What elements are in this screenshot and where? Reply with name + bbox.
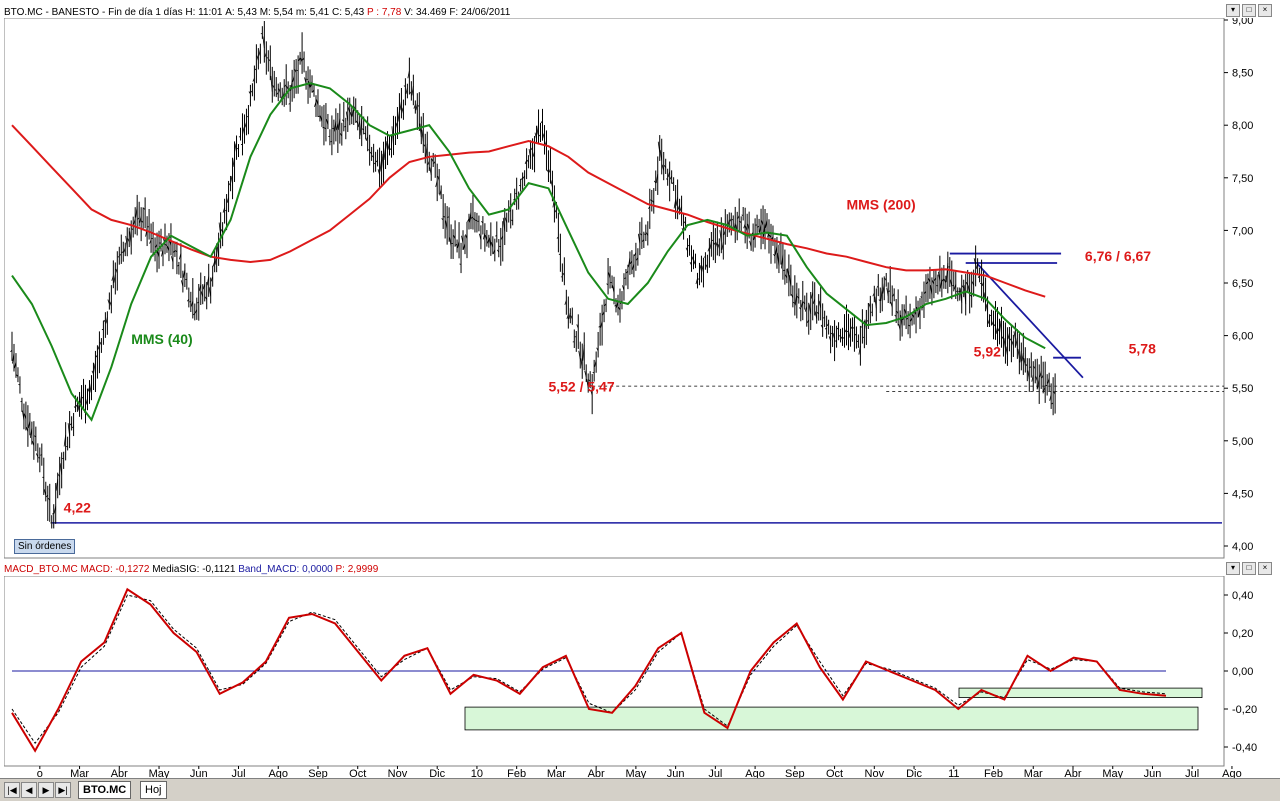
x-tick-label: Jul xyxy=(708,768,722,778)
x-tick-label: May xyxy=(1102,768,1123,778)
macd-name-label: MACD_BTO.MC xyxy=(4,564,78,575)
symbol-label: BTO.MC - BANESTO xyxy=(4,7,99,18)
annotation-mms200: MMS (200) xyxy=(846,196,915,212)
price-y-tick-label: 4,50 xyxy=(1232,488,1253,500)
macd-panel-header: MACD_BTO.MC MACD: -0,1272 MediaSIG: -0,1… xyxy=(4,562,378,576)
close-icon[interactable]: × xyxy=(1258,562,1272,575)
x-tick-label: Abr xyxy=(1064,768,1081,778)
macd-chart: 0,40 0,20 0,00 -0,20 -0,40 o Mar Abr May Jun Jul Ag… xyxy=(4,576,1276,778)
price-y-tick-label: 4,00 xyxy=(1232,541,1253,553)
x-tick-label: Jun xyxy=(1144,768,1162,778)
price-bar-tick xyxy=(328,136,330,137)
x-tick-label: Mar xyxy=(1024,768,1043,778)
price-y-tick-label: 7,00 xyxy=(1232,225,1253,237)
price-y-tick-label: 8,50 xyxy=(1232,68,1253,80)
sheet-navigation: |◀ ◀ ▶ ▶| xyxy=(4,782,71,798)
price-chart: 9,00 8,50 8,00 7,50 7,00 6,50 6,00 5,50 5,00 4,50… xyxy=(4,18,1276,560)
price-panel-header: BTO.MC - BANESTO - Fin de día 1 días H: … xyxy=(4,5,510,19)
price-y-tick-label: 8,00 xyxy=(1232,120,1253,132)
macd-y-tick-label: -0,20 xyxy=(1232,704,1257,716)
minimize-icon[interactable]: ▾ xyxy=(1226,562,1240,575)
price-bar-tick xyxy=(688,245,690,246)
max-label: M: 5,54 xyxy=(260,7,293,18)
x-tick-label: Feb xyxy=(507,768,526,778)
x-tick-label: Sep xyxy=(785,768,805,778)
close-label: C: 5,43 xyxy=(332,7,364,18)
last-sheet-icon[interactable]: ▶| xyxy=(55,782,71,798)
perf-label: P : 7,78 xyxy=(367,7,401,18)
macd-y-tick-label: 0,40 xyxy=(1232,590,1253,602)
x-tick-label: Jul xyxy=(231,768,245,778)
x-tick-label: Oct xyxy=(349,768,366,778)
price-panel-window-buttons: ▾ □ × xyxy=(1226,4,1272,17)
price-bar-tick xyxy=(956,291,958,292)
macd-y-tick-label: -0,40 xyxy=(1232,742,1257,754)
x-tick-label: May xyxy=(149,768,170,778)
open-label: A: 5,43 xyxy=(225,7,257,18)
macd-panel-window-buttons: ▾ □ × xyxy=(1226,562,1272,575)
x-tick-label: Jul xyxy=(1185,768,1199,778)
x-tick-label: Oct xyxy=(826,768,843,778)
x-tick-label: Abr xyxy=(111,768,128,778)
x-tick-label: Ago xyxy=(1222,768,1242,778)
maximize-icon[interactable]: □ xyxy=(1242,4,1256,17)
x-tick-label: Jun xyxy=(190,768,208,778)
x-tick-label: Dic xyxy=(429,768,445,778)
x-tick-label: Feb xyxy=(984,768,1003,778)
x-tick-label: Dic xyxy=(906,768,922,778)
price-bar-tick xyxy=(712,240,714,241)
price-y-tick-label: 5,00 xyxy=(1232,436,1253,448)
x-tick-label: Abr xyxy=(588,768,605,778)
annotation-578: 5,78 xyxy=(1129,340,1156,356)
macd-y-tick-label: 0,20 xyxy=(1232,628,1253,640)
tab-bto-mc[interactable]: BTO.MC xyxy=(78,781,131,799)
x-tick-label: 11 xyxy=(948,768,959,778)
macd-perf-label: P: 2,9999 xyxy=(335,564,378,575)
price-y-tick-label: 5,50 xyxy=(1232,383,1253,395)
annotation-592: 5,92 xyxy=(974,344,1001,360)
x-tick-label: Jun xyxy=(667,768,685,778)
price-y-tick-label: 7,50 xyxy=(1232,173,1253,185)
price-bar-tick xyxy=(495,236,497,237)
date-label: F: 24/06/2011 xyxy=(449,7,510,18)
volume-label: V: 34.469 xyxy=(404,7,446,18)
x-tick-label: Mar xyxy=(547,768,566,778)
min-label: m: 5,41 xyxy=(296,7,329,18)
maximize-icon[interactable]: □ xyxy=(1242,562,1256,575)
macd-y-tick-label: 0,00 xyxy=(1232,666,1253,678)
x-tick-label: Mar xyxy=(70,768,89,778)
x-tick-label: 10 xyxy=(471,768,483,778)
annotation-676-667: 6,76 / 6,67 xyxy=(1085,248,1151,264)
first-sheet-icon[interactable]: |◀ xyxy=(4,782,20,798)
price-y-tick-label: 6,50 xyxy=(1232,278,1253,290)
x-tick-label: Nov xyxy=(865,768,885,778)
tab-hoja[interactable]: Hoj xyxy=(140,781,167,799)
price-bar-tick xyxy=(318,116,320,117)
prev-sheet-icon[interactable]: ◀ xyxy=(21,782,37,798)
period-label: Fin de día 1 días xyxy=(108,7,183,18)
x-tick-label: Ago xyxy=(268,768,288,778)
minimize-icon[interactable]: ▾ xyxy=(1226,4,1240,17)
annotation-mms40: MMS (40) xyxy=(131,331,192,347)
signal-value-label: MediaSIG: -0,1121 xyxy=(152,564,235,575)
sin-ordenes-badge[interactable]: Sin órdenes xyxy=(14,539,75,554)
bottom-toolbar: |◀ ◀ ▶ ▶| BTO.MC Hoj xyxy=(0,778,1280,801)
time-label: H: 11:01 xyxy=(185,7,222,18)
x-tick-label: Sep xyxy=(308,768,328,778)
price-y-tick-label: 9,00 xyxy=(1232,18,1253,27)
annotation-422: 4,22 xyxy=(64,499,91,515)
x-tick-label: o xyxy=(37,768,43,778)
next-sheet-icon[interactable]: ▶ xyxy=(38,782,54,798)
macd-zone-low xyxy=(465,707,1198,730)
macd-value-label: MACD: -0,1272 xyxy=(81,564,150,575)
annotation-552-547: 5,52 / 5,47 xyxy=(548,378,614,394)
band-value-label: Band_MACD: 0,0000 xyxy=(238,564,333,575)
x-tick-label: May xyxy=(625,768,646,778)
close-icon[interactable]: × xyxy=(1258,4,1272,17)
price-y-tick-label: 6,00 xyxy=(1232,331,1253,343)
x-tick-label: Ago xyxy=(745,768,765,778)
x-tick-label: Nov xyxy=(388,768,408,778)
